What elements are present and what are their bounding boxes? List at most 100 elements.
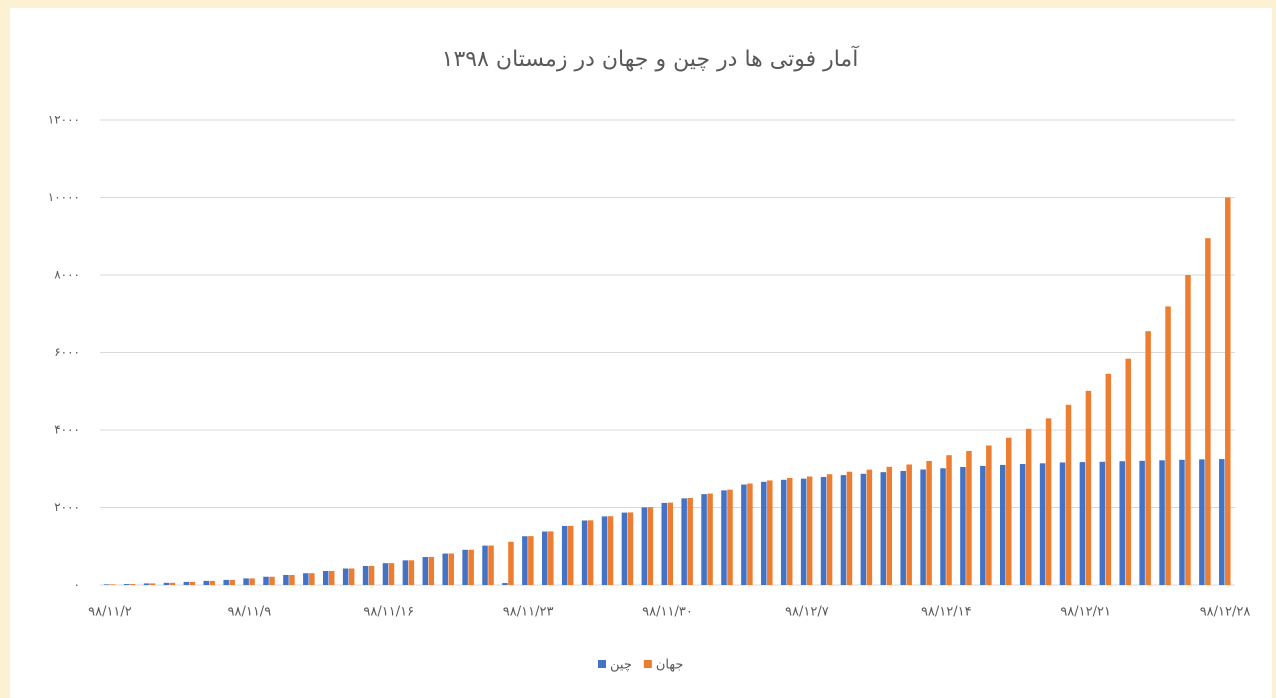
bar <box>143 583 150 585</box>
bar <box>368 565 375 585</box>
bar <box>581 520 588 585</box>
bar <box>163 582 170 585</box>
bar <box>707 493 713 585</box>
x-tick-label: ۹۸/۱۲/۷ <box>785 605 829 620</box>
bar <box>408 560 415 585</box>
x-tick-label: ۹۸/۱۱/۹ <box>228 605 272 620</box>
bar <box>1025 428 1032 585</box>
bar <box>289 574 295 585</box>
bar <box>528 536 534 585</box>
bar <box>468 549 474 585</box>
bar <box>1219 459 1225 585</box>
bar <box>1099 461 1106 585</box>
bar <box>103 584 110 585</box>
bar <box>621 512 628 585</box>
x-tick-label: ۹۸/۱۱/۳۰ <box>642 605 693 620</box>
bar <box>362 566 369 585</box>
bar <box>402 560 409 585</box>
chart-title: آمار فوتی ها در چین و جهان در زمستان ۱۳۹… <box>442 45 860 72</box>
bar <box>1105 373 1112 585</box>
bar <box>986 445 992 585</box>
y-tick-label: ۲۰۰۰ <box>54 500 80 514</box>
bar <box>860 473 867 585</box>
bar <box>482 545 488 585</box>
bar <box>721 490 727 585</box>
bar <box>203 580 210 585</box>
bar <box>428 556 435 585</box>
bar <box>641 507 648 585</box>
bar <box>303 573 309 585</box>
bar <box>886 466 893 585</box>
bar <box>1225 197 1231 585</box>
y-tick-label: ۸۰۰۰ <box>54 268 80 282</box>
bar <box>647 507 654 585</box>
legend-swatch <box>643 660 652 668</box>
bar <box>348 568 355 585</box>
bar <box>209 580 216 585</box>
bar <box>223 579 229 585</box>
x-tick-label: ۹۸/۱۲/۲۸ <box>1200 605 1251 620</box>
y-tick-label: ۰ <box>74 578 80 592</box>
bar <box>820 476 827 585</box>
bar <box>109 584 116 585</box>
bar <box>741 484 747 585</box>
bar <box>1059 462 1066 585</box>
bar <box>687 497 693 585</box>
bar <box>926 461 932 585</box>
bar <box>1139 460 1145 585</box>
bar <box>1039 463 1046 585</box>
bar <box>661 502 667 585</box>
bar <box>627 512 634 585</box>
bar <box>542 531 548 585</box>
bar <box>269 576 275 585</box>
bar <box>548 531 554 585</box>
bar <box>422 557 429 585</box>
bar <box>462 549 468 585</box>
bar <box>508 541 514 585</box>
bar <box>846 471 853 585</box>
x-tick-label: ۹۸/۱۱/۱۶ <box>363 605 414 620</box>
bar <box>980 465 986 585</box>
bar <box>1205 238 1211 585</box>
bar <box>123 584 130 585</box>
bar <box>169 582 176 585</box>
bar <box>522 536 528 585</box>
bar <box>243 578 249 585</box>
bar <box>767 480 773 585</box>
bar <box>747 483 753 585</box>
legend-swatch <box>598 660 606 668</box>
bar <box>263 576 269 585</box>
y-tick-label: ۴۰۰۰ <box>54 423 80 437</box>
bar <box>946 455 952 585</box>
bar <box>322 571 329 585</box>
bar <box>229 579 235 585</box>
x-tick-label: ۹۸/۱۲/۲۱ <box>1060 605 1111 620</box>
bar <box>488 545 494 585</box>
bar <box>1079 462 1086 585</box>
bar <box>880 472 887 585</box>
bar <box>249 578 255 585</box>
bar <box>1145 331 1151 585</box>
bar <box>283 574 289 585</box>
y-tick-label: ۱۰۰۰۰ <box>48 190 80 204</box>
bar <box>800 478 807 585</box>
bar <box>502 583 508 585</box>
bar <box>1045 418 1052 585</box>
bar <box>388 563 395 585</box>
bar <box>1199 459 1205 585</box>
bar <box>1006 437 1012 585</box>
bar <box>806 476 813 585</box>
bar <box>309 573 315 585</box>
bar <box>1085 390 1092 585</box>
bar <box>601 516 608 585</box>
bar <box>1000 464 1006 585</box>
bar <box>1165 306 1171 585</box>
bar <box>1019 464 1026 585</box>
bar <box>342 568 349 585</box>
x-tick-label: ۹۸/۱۱/۲۳ <box>503 605 554 620</box>
y-tick-label: ۶۰۰۰ <box>54 345 80 359</box>
bar <box>442 553 448 585</box>
bar <box>780 479 787 585</box>
